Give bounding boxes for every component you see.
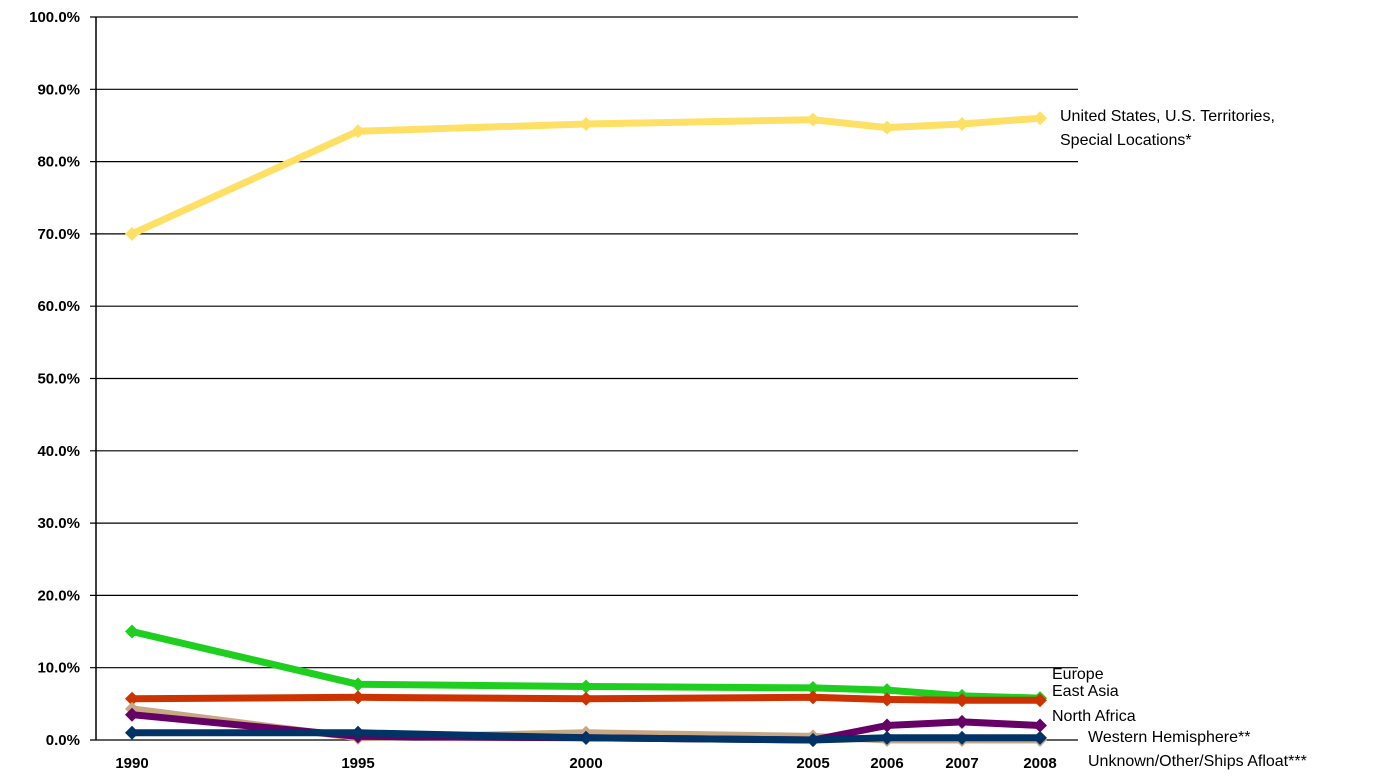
y-tick-label: 40.0% xyxy=(37,443,80,460)
series-label: Western Hemisphere** xyxy=(1088,729,1250,746)
series xyxy=(125,690,1047,708)
y-tick-label: 60.0% xyxy=(37,298,80,315)
x-axis: 1990 1995 2000 2005 2006 2007 2008 xyxy=(115,755,1056,772)
series-line xyxy=(130,114,1041,238)
series-label: Unknown/Other/Ships Afloat*** xyxy=(1088,753,1307,770)
series xyxy=(125,725,1047,747)
data-point xyxy=(579,730,593,745)
data-point xyxy=(806,690,820,705)
data-point xyxy=(579,679,593,694)
data-point xyxy=(351,725,365,740)
y-tick-label: 50.0% xyxy=(37,371,80,388)
y-tick-label: 80.0% xyxy=(37,154,80,171)
data-point xyxy=(351,124,365,139)
data-point xyxy=(1033,730,1047,745)
y-tick-label: 100.0% xyxy=(29,9,80,26)
data-point xyxy=(880,692,894,707)
x-tick-label: 1995 xyxy=(341,755,374,772)
data-point xyxy=(880,683,894,698)
x-tick-label: 2008 xyxy=(1023,755,1056,772)
data-point xyxy=(806,112,820,127)
y-tick-label: 70.0% xyxy=(37,226,80,243)
data-point xyxy=(880,120,894,135)
y-tick-label: 10.0% xyxy=(37,660,80,677)
data-point xyxy=(1033,111,1047,126)
data-point xyxy=(880,718,894,733)
y-tick-label: 90.0% xyxy=(37,81,80,98)
gridlines xyxy=(90,16,1078,741)
y-tick-label: 30.0% xyxy=(37,515,80,532)
y-axis: 0.0% 10.0% 20.0% 30.0% 40.0% 50.0% 60.0% 70.0% 8… xyxy=(29,9,97,749)
x-tick-label: 1990 xyxy=(115,755,148,772)
data-point xyxy=(955,693,969,708)
x-tick-label: 2007 xyxy=(945,755,978,772)
data-point xyxy=(125,624,139,639)
data-point xyxy=(1033,693,1047,708)
data-point xyxy=(351,690,365,705)
data-point xyxy=(125,725,139,740)
y-tick-label: 20.0% xyxy=(37,587,80,604)
data-point xyxy=(579,117,593,132)
data-point xyxy=(125,707,139,722)
x-tick-label: 2006 xyxy=(870,755,903,772)
series-group xyxy=(125,111,1047,747)
series xyxy=(125,111,1047,241)
data-point xyxy=(351,677,365,692)
series-label: Special Locations* xyxy=(1060,132,1192,149)
data-point xyxy=(125,691,139,706)
x-tick-label: 2005 xyxy=(796,755,829,772)
data-point xyxy=(880,730,894,745)
data-point xyxy=(579,691,593,706)
data-point xyxy=(125,226,139,241)
series-label: United States, U.S. Territories, xyxy=(1060,108,1275,125)
x-tick-label: 2000 xyxy=(569,755,602,772)
data-point xyxy=(806,733,820,747)
y-tick-label: 0.0% xyxy=(46,732,80,749)
data-point xyxy=(1033,718,1047,733)
data-point xyxy=(806,680,820,695)
series-labels: United States, U.S. Territories, Special … xyxy=(1052,108,1307,770)
series-label: Europe xyxy=(1052,666,1104,683)
data-point xyxy=(955,714,969,729)
data-point xyxy=(955,117,969,132)
series-label: North Africa xyxy=(1052,708,1136,725)
series-label: East Asia xyxy=(1052,683,1119,700)
data-point xyxy=(955,730,969,745)
